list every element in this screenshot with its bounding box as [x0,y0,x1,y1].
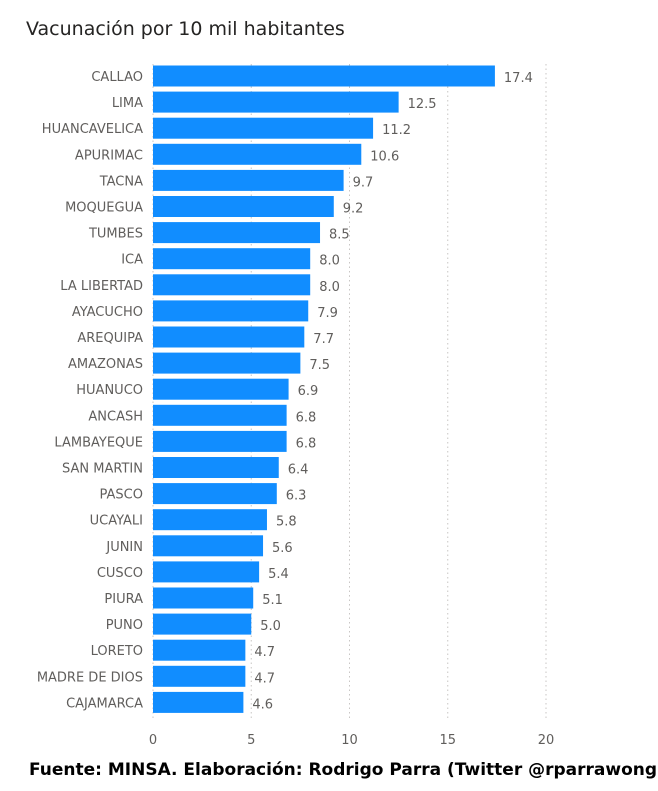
bar [153,352,301,374]
bar [153,404,287,426]
bar [153,65,495,87]
category-label: CUSCO [97,566,143,581]
category-label: JUNIN [105,540,143,555]
bar [153,613,252,635]
data-label: 4.6 [252,697,273,712]
data-label: 4.7 [254,645,275,660]
bar [153,300,309,322]
category-labels: CALLAO LIMA HUANCAVELICA APURIMAC TACNA MOQUE… [37,70,143,711]
bar [153,274,311,296]
category-label: HUANCAVELICA [42,122,143,137]
category-label: LIMA [112,96,143,111]
data-label: 10.6 [370,149,399,164]
bar [153,222,321,244]
x-tick-label: 5 [247,733,255,748]
category-label: ANCASH [88,409,143,424]
x-tick-label: 10 [341,733,358,748]
bar [153,91,399,113]
data-label: 8.0 [319,280,340,295]
category-label: CALLAO [91,70,143,85]
data-label: 5.8 [276,515,297,530]
category-label: PASCO [100,488,143,503]
bar [153,169,344,191]
category-label: TUMBES [88,227,143,242]
data-label: 6.4 [288,463,309,478]
bar [153,457,279,478]
bar [153,248,311,270]
bar [153,378,289,400]
data-label: 7.5 [309,358,330,373]
category-label: AMAZONAS [68,357,143,372]
value-labels: 17.4 12.5 11.2 10.6 9.7 9.2 8.5 8.0 8.0 7.9 7.7 7.5… [252,71,532,712]
bar [153,587,254,609]
category-label: PIURA [104,592,143,607]
bar [153,665,246,687]
data-label: 6.3 [286,489,307,504]
category-label: MADRE DE DIOS [37,670,143,685]
data-label: 8.5 [329,228,350,243]
bar [153,639,246,661]
data-label: 11.2 [382,123,411,138]
data-label: 5.1 [262,593,283,608]
bar [153,509,267,531]
category-label: AREQUIPA [77,331,143,346]
bar [153,117,374,139]
category-label: HUANUCO [76,383,143,398]
x-tick-label: 20 [538,733,555,748]
data-label: 6.8 [296,410,317,425]
chart-title: Vacunación por 10 mil habitantes [26,18,345,40]
category-label: SAN MARTIN [62,462,143,477]
bar [153,691,244,713]
data-label: 6.9 [298,384,319,399]
data-label: 12.5 [408,97,437,112]
category-label: PUNO [106,618,143,633]
data-label: 7.9 [317,306,338,321]
category-label: APURIMAC [75,148,143,163]
data-label: 7.7 [313,332,334,347]
bar [153,483,277,505]
category-label: LORETO [91,644,143,659]
data-label: 4.7 [254,671,275,686]
data-label: 6.8 [296,436,317,451]
data-label: 9.7 [353,175,374,190]
bar-layer [153,65,495,713]
x-axis-ticks: 0 5 10 15 20 [149,733,554,748]
category-label: AYACUCHO [72,305,143,320]
category-label: CAJAMARCA [66,696,143,711]
bar [153,196,334,217]
category-label: LAMBAYEQUE [54,435,143,450]
category-label: UCAYALI [90,514,143,529]
data-label: 5.6 [272,541,293,556]
bar [153,535,264,557]
data-label: 9.2 [343,202,364,217]
data-label: 5.4 [268,567,289,582]
category-label: LA LIBERTAD [60,279,143,294]
bar [153,143,362,165]
bar [153,561,260,583]
bar [153,430,287,452]
category-label: ICA [121,253,143,268]
category-label: MOQUEGUA [65,201,143,216]
x-tick-label: 15 [439,733,456,748]
category-label: TACNA [99,174,143,189]
bar [153,326,305,348]
source-footer: Fuente: MINSA. Elaboración: Rodrigo Parr… [29,760,658,780]
x-tick-label: 0 [149,733,157,748]
data-label: 8.0 [319,254,340,269]
data-label: 17.4 [504,71,533,86]
data-label: 5.0 [260,619,281,634]
